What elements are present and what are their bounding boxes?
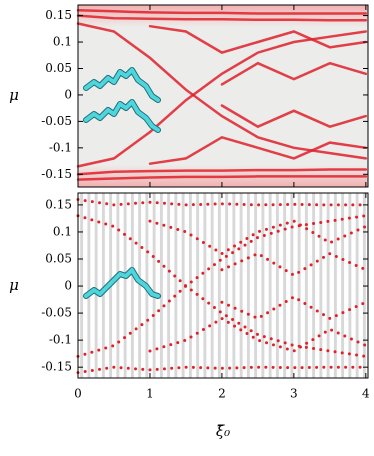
stripe xyxy=(174,193,178,378)
stripe xyxy=(319,193,323,378)
stripe xyxy=(196,193,200,378)
series-line xyxy=(148,219,368,256)
stripe xyxy=(254,193,258,378)
stripe xyxy=(87,193,91,378)
stripe xyxy=(225,193,229,378)
series-line xyxy=(76,9,368,15)
panel-frame xyxy=(77,192,369,379)
stripe xyxy=(101,193,105,378)
stripe xyxy=(341,193,345,378)
y-tick-label: 0.05 xyxy=(45,251,72,265)
stripe xyxy=(261,193,265,378)
stripe xyxy=(290,193,294,378)
y-tick-label: -0.1 xyxy=(49,333,72,347)
y-tick-label: 0.1 xyxy=(53,224,72,238)
y-axis-label: μ xyxy=(9,276,19,294)
series-line xyxy=(220,61,368,86)
stripe xyxy=(138,193,142,378)
y-axis-label: μ xyxy=(9,86,19,104)
stripe xyxy=(304,193,308,378)
series-line xyxy=(148,316,368,353)
stripe xyxy=(312,193,316,378)
stripe xyxy=(123,193,127,378)
x-tick-label: 3 xyxy=(290,387,298,401)
series-line xyxy=(76,198,368,207)
y-tick-label: -0.15 xyxy=(41,167,72,181)
stripe xyxy=(283,193,287,378)
stripe xyxy=(239,193,243,378)
series-line xyxy=(148,24,368,54)
stripe xyxy=(232,193,236,378)
y-tick-label: -0.05 xyxy=(41,306,72,320)
stripes xyxy=(80,193,366,378)
y-tick-label: -0.05 xyxy=(41,114,72,128)
y-tick-label: 0 xyxy=(64,87,72,101)
stripe xyxy=(203,193,207,378)
stripe xyxy=(159,193,163,378)
y-tick-label: 0.1 xyxy=(53,35,72,49)
stripe xyxy=(167,193,171,378)
stripe xyxy=(326,193,330,378)
series-line xyxy=(76,365,368,375)
stripe xyxy=(268,193,272,378)
y-tick-label: 0.15 xyxy=(45,8,72,22)
stripe xyxy=(80,193,84,378)
stripe xyxy=(181,193,185,378)
x-tick-label: 0 xyxy=(74,387,82,401)
series-line xyxy=(76,30,368,168)
series-line xyxy=(76,168,368,176)
stripe xyxy=(246,193,250,378)
stripe xyxy=(362,193,366,378)
y-tick-label: -0.1 xyxy=(49,140,72,154)
stripe xyxy=(94,193,98,378)
stripe xyxy=(297,193,301,378)
series-line xyxy=(148,135,368,165)
stripe xyxy=(217,193,221,378)
series-line xyxy=(220,295,368,321)
panel-background xyxy=(78,5,368,187)
x-tick-label: 4 xyxy=(362,387,370,401)
stripe xyxy=(116,193,120,378)
x-axis-label: ξ̄₀ xyxy=(216,422,230,440)
stripe xyxy=(348,193,352,378)
series-line xyxy=(76,14,368,22)
series-line xyxy=(220,104,368,129)
y-tick-label: 0 xyxy=(64,279,72,293)
stripe xyxy=(275,193,279,378)
panel-frame xyxy=(77,4,369,188)
stripe xyxy=(188,193,192,378)
panel-background xyxy=(78,193,368,378)
y-tick-label: 0.05 xyxy=(45,61,72,75)
series-line xyxy=(76,22,368,160)
x-tick-label: 2 xyxy=(218,387,226,401)
stripe xyxy=(210,193,214,378)
stripe xyxy=(333,193,337,378)
series-line xyxy=(76,175,368,181)
series-line xyxy=(220,251,368,277)
y-tick-label: -0.15 xyxy=(41,360,72,374)
stripe xyxy=(152,193,156,378)
molecule xyxy=(83,67,161,299)
x-tick-label: 1 xyxy=(146,387,154,401)
plot xyxy=(76,9,368,375)
stripe xyxy=(355,193,359,378)
stripe xyxy=(130,193,134,378)
y-tick-label: 0.15 xyxy=(45,197,72,211)
